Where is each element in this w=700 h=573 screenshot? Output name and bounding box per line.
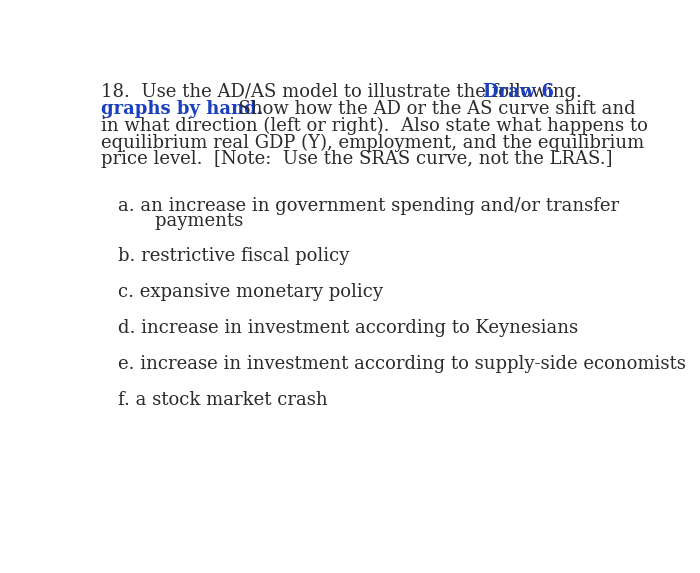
Text: graphs by hand.: graphs by hand. <box>102 100 264 117</box>
Text: e. increase in investment according to supply-side economists: e. increase in investment according to s… <box>118 355 687 373</box>
Text: Show how the AD or the AS curve shift and: Show how the AD or the AS curve shift an… <box>227 100 636 117</box>
Text: payments: payments <box>132 212 244 230</box>
Text: b. restrictive fiscal policy: b. restrictive fiscal policy <box>118 246 350 265</box>
Text: 18.  Use the AD/AS model to illustrate the following.: 18. Use the AD/AS model to illustrate th… <box>102 83 594 101</box>
Text: in what direction (left or right).  Also state what happens to: in what direction (left or right). Also … <box>102 116 648 135</box>
Text: a. an increase in government spending and/or transfer: a. an increase in government spending an… <box>118 197 620 214</box>
Text: equilibrium real GDP (Y), employment, and the equilibrium: equilibrium real GDP (Y), employment, an… <box>102 134 645 152</box>
Text: d. increase in investment according to Keynesians: d. increase in investment according to K… <box>118 319 579 337</box>
Text: c. expansive monetary policy: c. expansive monetary policy <box>118 283 384 301</box>
Text: price level.  [Note:  Use the SRAS curve, not the LRAS.]: price level. [Note: Use the SRAS curve, … <box>102 150 613 168</box>
Text: Draw 6: Draw 6 <box>483 83 554 101</box>
Text: f. a stock market crash: f. a stock market crash <box>118 391 328 409</box>
